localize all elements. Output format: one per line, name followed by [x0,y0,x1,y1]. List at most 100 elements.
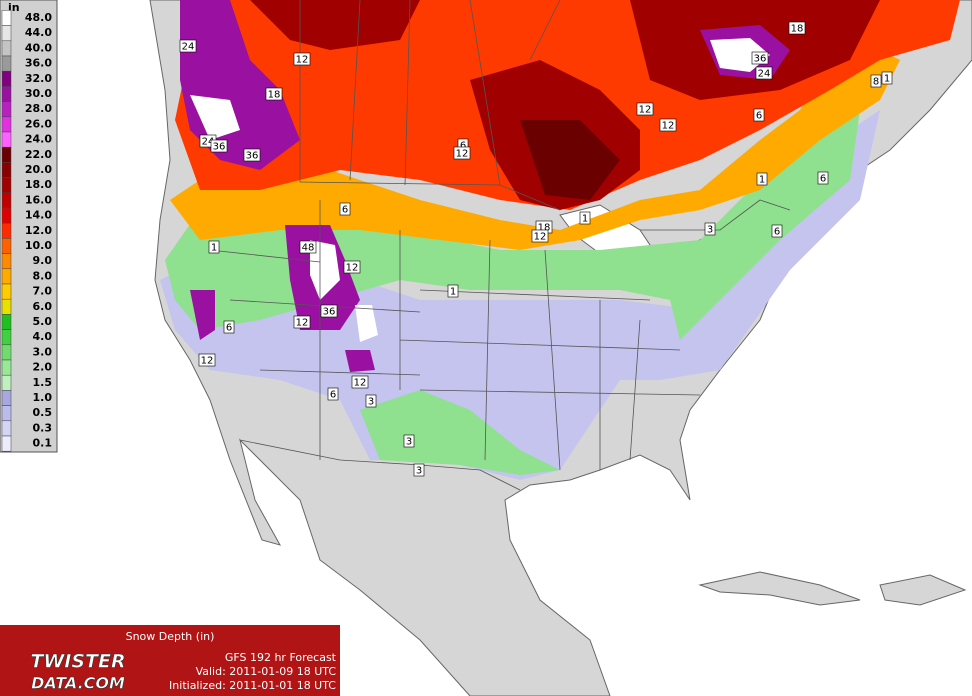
contour-label: 6 [342,205,348,216]
legend-label: 44.0 [25,26,52,39]
contour-label-box [293,52,311,66]
legend-label: 1.0 [33,391,53,404]
contour-label-box [403,434,415,448]
legend-label: 20.0 [25,163,52,176]
legend-swatch [1,374,12,391]
contour-label-box [198,353,216,367]
cuba [698,571,861,606]
legend-label: 10.0 [25,239,52,252]
contour-label: 3 [707,225,713,236]
contour-label: 3 [406,437,412,448]
contour-label-box [453,146,471,160]
contour-label-box [788,21,806,35]
contour-label-box [447,284,459,298]
hispaniola [879,574,967,606]
contour-label-box [531,229,549,243]
legend-swatch [1,70,12,87]
legend-swatch [1,116,12,133]
legend-label: 7.0 [33,285,53,298]
legend-label: 3.0 [33,345,53,358]
logo-line1: TWISTER [30,651,125,673]
legend-label: 1.5 [33,376,53,389]
contour-label: 1 [582,214,588,225]
contour-label: 1 [884,74,890,85]
contour-label: 36 [213,142,226,153]
contour-label-box [755,66,773,80]
legend-label: 9.0 [33,254,53,267]
legend-swatch [1,238,12,254]
contour-label-box [870,74,882,88]
contour-label: 3 [416,466,422,477]
contour-label: 18 [791,24,804,35]
contour-label-box [704,222,716,236]
contour-label-box [299,240,317,254]
legend-label: 0.1 [33,437,53,450]
contour-label: 1 [211,243,217,254]
title-panel [0,625,340,696]
legend-label: 36.0 [25,57,52,70]
contour-label-box [327,387,339,401]
snow-region [345,350,375,372]
contour-label: 24 [182,42,195,53]
contour-label: 12 [354,378,367,389]
contour-label-box [343,260,361,274]
legend-swatch [1,10,12,26]
contour-label-box [413,463,425,477]
legend-swatch [1,329,12,346]
legend-unit: in [8,1,20,14]
legend-swatch [1,283,12,300]
legend: in 48.0 44.0 40.0 36.0 32.0 30.0 28.0 26.0 24.0 2… [0,0,58,453]
contour-label: 8 [873,77,879,88]
legend-swatch [1,344,12,361]
contour-label: 36 [246,151,259,162]
legend-label: 14.0 [25,209,52,222]
contour-label-box [817,171,829,185]
contour-label: 3 [368,397,374,408]
legend-label: 24.0 [25,133,52,146]
snow-region [355,305,378,342]
contour-label-box [265,87,283,101]
border-line [640,199,791,231]
contour-label: 12 [456,149,469,160]
valid-time: Valid: 2011-01-09 18 UTC [196,665,337,678]
init-time: Initialized: 2011-01-01 18 UTC [169,679,336,692]
legend-label: 32.0 [25,72,52,85]
contour-label-box [771,224,783,238]
contour-label: 6 [226,323,232,334]
contour-label: 1 [450,287,456,298]
legend-swatch [1,162,12,178]
legend-label: 4.0 [33,330,53,343]
legend-label: 5.0 [33,315,53,328]
contour-label-box [365,394,377,408]
snow-region [520,120,620,200]
contour-label: 24 [758,69,771,80]
legend-label: 30.0 [25,87,52,100]
contour-label-box [579,211,591,225]
legend-label: 16.0 [25,193,52,206]
contour-label: 12 [639,105,652,116]
legend-swatch [1,268,12,285]
legend-swatch [1,192,12,209]
contour-label: 12 [346,263,359,274]
legend-swatch [1,146,12,163]
contour-label-box [293,315,311,329]
legend-swatch [1,420,12,437]
contour-label: 6 [756,111,762,122]
legend-swatch [1,207,12,224]
contour-label-box [179,39,197,53]
legend-label: 6.0 [33,300,53,313]
contour-label: 36 [754,54,767,65]
legend-label: 28.0 [25,102,52,115]
legend-swatch [1,86,12,102]
contour-label: 18 [268,90,281,101]
snow-region [310,240,340,300]
legend-label: 18.0 [25,178,52,191]
legend-swatch [1,40,12,57]
model: GFS 192 hr Forecast [225,651,337,664]
contour-label-box [756,172,768,186]
legend-label: 0.3 [33,421,53,434]
legend-label: 48.0 [25,11,52,24]
contour-label-box [339,202,351,216]
contour-label: 12 [534,232,547,243]
